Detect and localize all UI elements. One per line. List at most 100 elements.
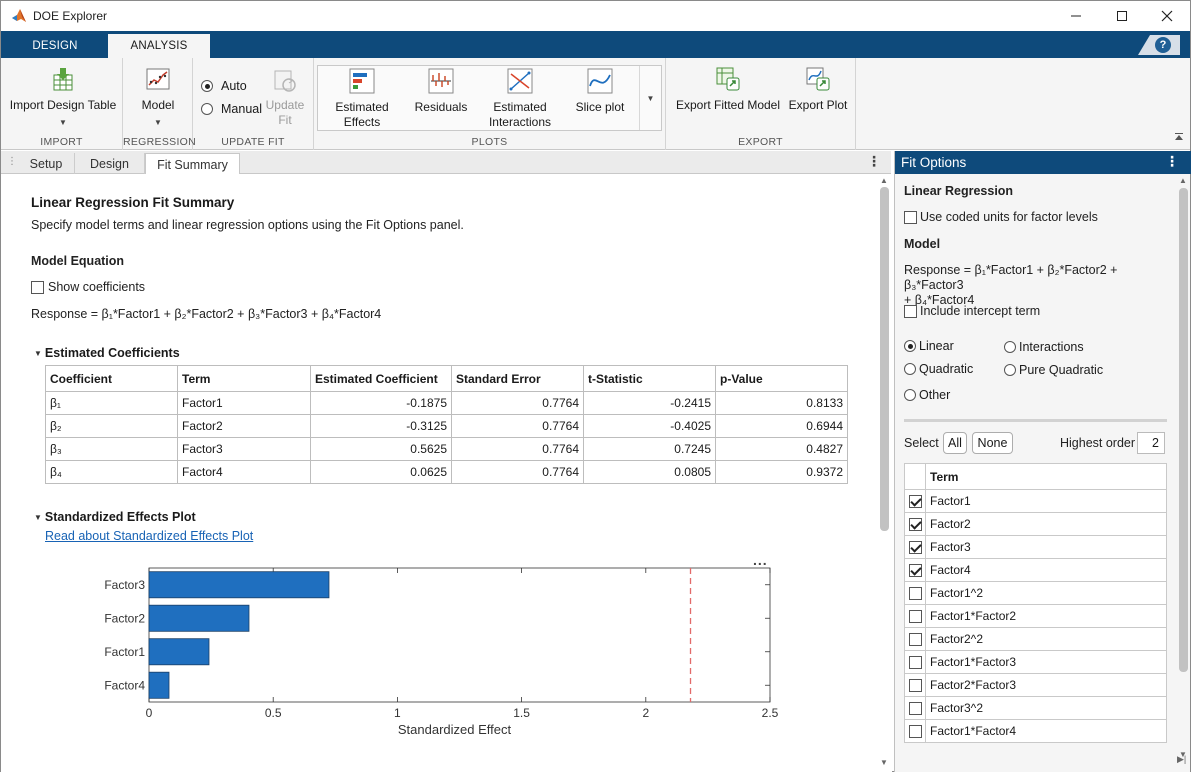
term-row[interactable]: Factor1*Factor4 <box>904 719 1167 743</box>
term-checkbox[interactable] <box>908 495 922 509</box>
term-checkbox-cell[interactable] <box>904 512 926 536</box>
term-row[interactable]: Factor1 <box>904 489 1167 513</box>
pure-quadratic-radio-button[interactable] <box>1004 364 1016 376</box>
term-checkbox[interactable] <box>908 541 922 555</box>
quadratic-radio[interactable]: Quadratic <box>904 362 973 376</box>
scroll-up-icon[interactable]: ▲ <box>880 176 888 185</box>
effect-bar[interactable] <box>148 604 250 632</box>
term-checkbox[interactable] <box>908 610 922 624</box>
panel-options-icon[interactable]: ⋮ <box>1165 153 1179 169</box>
estimated-interactions-button[interactable]: Estimated Interactions <box>482 68 558 130</box>
column-header[interactable]: p-Value <box>715 365 848 392</box>
interactions-radio[interactable]: Interactions <box>1004 340 1084 354</box>
term-checkbox[interactable] <box>908 518 922 532</box>
term-row[interactable]: Factor1^2 <box>904 581 1167 605</box>
scroll-down-icon[interactable]: ▼ <box>880 758 888 767</box>
intercept-checkbox[interactable]: Include intercept term <box>904 304 1040 318</box>
effects-help-link[interactable]: Read about Standardized Effects Plot <box>45 529 254 543</box>
column-header[interactable]: Standard Error <box>451 365 584 392</box>
show-coefficients-checkbox[interactable]: Show coefficients <box>31 280 145 294</box>
main-vertical-scrollbar[interactable]: ▲ ▼ <box>877 174 892 772</box>
plots-gallery-expand-button[interactable]: ▼ <box>639 66 661 130</box>
term-row[interactable]: Factor2*Factor3 <box>904 673 1167 697</box>
term-checkbox-cell[interactable] <box>904 650 926 674</box>
term-checkbox[interactable] <box>908 587 922 601</box>
linear-radio-button[interactable] <box>904 340 916 352</box>
term-checkbox[interactable] <box>908 633 922 647</box>
term-checkbox-cell[interactable] <box>904 696 926 720</box>
term-row[interactable]: Factor3 <box>904 535 1167 559</box>
effect-bar[interactable] <box>148 638 210 666</box>
term-checkbox[interactable] <box>908 725 922 739</box>
scrollbar-thumb[interactable] <box>880 187 889 531</box>
update-fit-button[interactable]: Update Fit <box>263 68 307 128</box>
scrollbar-thumb[interactable] <box>1179 188 1188 672</box>
import-design-table-button[interactable]: Import Design Table ▼ <box>9 66 117 130</box>
standardized-effects-header[interactable]: ▼ Standardized Effects Plot <box>34 510 196 524</box>
column-header[interactable]: Term <box>925 463 1167 490</box>
term-row[interactable]: Factor2^2 <box>904 627 1167 651</box>
term-row[interactable]: Factor1*Factor3 <box>904 650 1167 674</box>
table-row[interactable]: β₃ Factor3 0.5625 0.7764 0.7245 0.4827 <box>45 437 848 461</box>
maximize-button[interactable] <box>1099 1 1145 31</box>
column-header[interactable]: Estimated Coefficient <box>310 365 452 392</box>
residuals-button[interactable]: Residuals <box>406 68 476 115</box>
auto-radio[interactable]: Auto <box>201 79 247 93</box>
term-checkbox-cell[interactable] <box>904 558 926 582</box>
help-button[interactable]: ? <box>1138 35 1180 55</box>
pure-quadratic-radio[interactable]: Pure Quadratic <box>1004 363 1103 377</box>
effect-bar[interactable] <box>148 571 330 599</box>
tab-analysis[interactable]: ANALYSIS <box>108 34 210 58</box>
fit-options-scrollbar[interactable]: ▲ ▼ <box>1177 174 1190 772</box>
coded-units-box[interactable] <box>904 210 917 224</box>
column-header[interactable]: Coefficient <box>45 365 178 392</box>
show-coefficients-box[interactable] <box>31 280 44 294</box>
term-checkbox-cell[interactable] <box>904 535 926 559</box>
select-none-button[interactable]: None <box>972 432 1013 454</box>
select-all-button[interactable]: All <box>943 432 967 454</box>
intercept-box[interactable] <box>904 304 917 318</box>
term-row[interactable]: Factor2 <box>904 512 1167 536</box>
term-checkbox-cell[interactable] <box>904 673 926 697</box>
manual-radio-button[interactable] <box>201 103 213 115</box>
table-row[interactable]: β₂ Factor2 -0.3125 0.7764 -0.4025 0.6944 <box>45 414 848 438</box>
panel-collapse-icon[interactable]: ▶| <box>1177 754 1187 764</box>
slice-plot-button[interactable]: Slice plot <box>564 68 636 115</box>
tab-setup[interactable]: Setup <box>18 153 75 174</box>
term-row[interactable]: Factor1*Factor2 <box>904 604 1167 628</box>
term-checkbox-cell[interactable] <box>904 489 926 513</box>
tab-design-doc[interactable]: Design <box>75 153 145 174</box>
term-checkbox[interactable] <box>908 656 922 670</box>
collapse-toolstrip-button[interactable] <box>1174 132 1184 145</box>
term-checkbox[interactable] <box>908 564 922 578</box>
term-checkbox-cell[interactable] <box>904 581 926 605</box>
term-row[interactable]: Factor3^2 <box>904 696 1167 720</box>
scroll-up-icon[interactable]: ▲ <box>1179 176 1187 185</box>
coded-units-checkbox[interactable]: Use coded units for factor levels <box>904 210 1098 224</box>
tab-fit-summary[interactable]: Fit Summary <box>145 153 240 175</box>
column-header[interactable]: t-Statistic <box>583 365 716 392</box>
manual-radio[interactable]: Manual <box>201 102 262 116</box>
estimated-coefficients-header[interactable]: ▼ Estimated Coefficients <box>34 346 180 360</box>
term-checkbox[interactable] <box>908 679 922 693</box>
quadratic-radio-button[interactable] <box>904 363 916 375</box>
minimize-button[interactable] <box>1053 1 1099 31</box>
model-button[interactable]: Model ▼ <box>129 66 187 130</box>
other-radio[interactable]: Other <box>904 388 950 402</box>
column-header[interactable] <box>904 463 926 490</box>
term-checkbox-cell[interactable] <box>904 719 926 743</box>
effect-bar[interactable] <box>148 671 170 699</box>
estimated-effects-button[interactable]: Estimated Effects <box>324 68 400 130</box>
term-checkbox-cell[interactable] <box>904 627 926 651</box>
linear-radio[interactable]: Linear <box>904 339 954 353</box>
document-options-icon[interactable]: ⋮ <box>867 153 881 169</box>
other-radio-button[interactable] <box>904 389 916 401</box>
column-header[interactable]: Term <box>177 365 311 392</box>
tab-design[interactable]: DESIGN <box>32 40 78 52</box>
table-row[interactable]: β₁ Factor1 -0.1875 0.7764 -0.2415 0.8133 <box>45 391 848 415</box>
drag-handle-icon[interactable]: ⋮ <box>7 156 17 167</box>
auto-radio-button[interactable] <box>201 80 213 92</box>
scroll-down-icon[interactable]: ▼ <box>1179 750 1187 759</box>
table-row[interactable]: β₄ Factor4 0.0625 0.7764 0.0805 0.9372 <box>45 460 848 484</box>
term-checkbox-cell[interactable] <box>904 604 926 628</box>
